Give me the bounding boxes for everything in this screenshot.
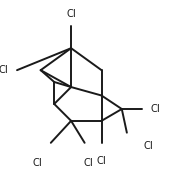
Text: Cl: Cl bbox=[66, 10, 76, 19]
Text: Cl: Cl bbox=[150, 104, 160, 114]
Text: Cl: Cl bbox=[83, 158, 93, 168]
Text: Cl: Cl bbox=[144, 141, 153, 151]
Text: Cl: Cl bbox=[32, 158, 42, 168]
Text: Cl: Cl bbox=[0, 65, 9, 75]
Text: Cl: Cl bbox=[97, 156, 106, 166]
